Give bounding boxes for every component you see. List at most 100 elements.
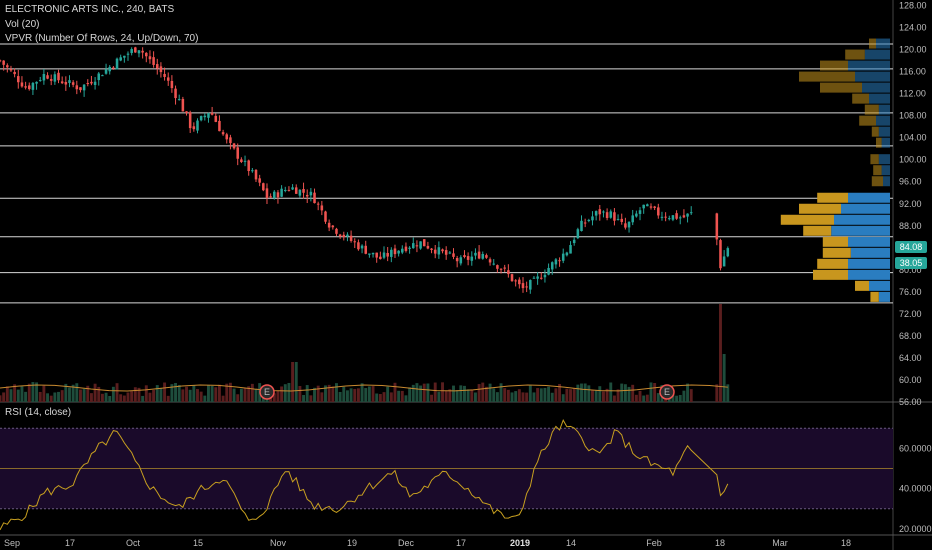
price-tick-label: 80.00	[899, 265, 922, 275]
candle-body	[620, 218, 624, 222]
volume-bar	[569, 389, 572, 402]
volume-bar	[623, 384, 627, 402]
volume-bar	[656, 393, 660, 402]
volume-bar	[397, 390, 401, 402]
volume-bar	[499, 383, 503, 402]
volume-bar	[250, 383, 254, 402]
candle-body	[686, 213, 689, 217]
vpvr-up-bar	[834, 214, 890, 225]
candle-body	[357, 242, 360, 250]
candle-body	[518, 279, 521, 285]
candle-body	[441, 249, 444, 252]
volume-bar	[313, 387, 316, 402]
volume-bar	[57, 391, 60, 402]
candle-body	[616, 218, 620, 220]
volume-legend[interactable]: Vol (20)	[5, 19, 40, 30]
candle-body	[291, 187, 294, 190]
symbol-legend[interactable]: ELECTRONIC ARTS INC., 240, BATS	[5, 4, 175, 15]
candle-body	[477, 251, 481, 259]
volume-bar	[393, 382, 397, 402]
candle-body	[240, 159, 243, 163]
vpvr-down-bar	[817, 258, 848, 269]
volume-bar	[141, 395, 145, 402]
volume-bar	[272, 393, 276, 402]
candle-body	[236, 147, 239, 159]
volume-bar	[283, 384, 287, 402]
volume-bar	[638, 390, 642, 402]
candle-body	[660, 216, 664, 218]
volume-bar	[82, 388, 86, 402]
candle-body	[726, 248, 730, 257]
volume-bar	[104, 392, 108, 402]
volume-bar	[2, 392, 6, 402]
volume-bar	[627, 386, 631, 402]
volume-bar	[174, 383, 178, 402]
volume-bar	[89, 393, 93, 402]
volume-bar	[634, 394, 638, 402]
candle-body	[642, 204, 645, 209]
volume-bar	[152, 389, 156, 402]
vpvr-legend[interactable]: VPVR (Number Of Rows, 24, Up/Down, 70)	[5, 33, 199, 44]
volume-bar	[111, 386, 115, 402]
price-tick-label: 96.00	[899, 177, 922, 187]
time-tick-label: Dec	[398, 538, 415, 548]
volume-bar	[459, 385, 463, 402]
rsi-line	[0, 419, 729, 531]
volume-bar	[133, 387, 137, 402]
time-tick-label: Nov	[270, 538, 287, 548]
price-tick-label: 60.00	[899, 375, 922, 385]
volume-bar	[86, 385, 90, 402]
candle-body	[192, 126, 196, 130]
candle-body	[283, 190, 287, 192]
candle-body	[320, 205, 324, 211]
candle-body	[602, 211, 605, 213]
candle-body	[609, 211, 613, 218]
candle-body	[532, 277, 536, 279]
volume-bar	[320, 392, 324, 402]
volume-bar	[565, 388, 569, 402]
volume-bar	[316, 385, 320, 402]
candle-body	[496, 265, 499, 269]
volume-bar	[389, 392, 393, 402]
vpvr-down-bar	[813, 269, 848, 280]
volume-bar	[686, 383, 690, 402]
volume-bar	[547, 386, 551, 402]
candle-body	[225, 134, 229, 140]
price-tick-label: 56.00	[899, 397, 922, 407]
candle-body	[682, 215, 686, 218]
rsi-legend[interactable]: RSI (14, close)	[5, 407, 72, 418]
volume-ma-line	[0, 384, 728, 392]
candle-body	[481, 254, 485, 259]
earnings-marker-label: E	[264, 387, 270, 397]
time-tick-label: 19	[347, 538, 357, 548]
volume-bar	[612, 395, 616, 402]
volume-bar	[177, 384, 181, 402]
volume-bar	[382, 392, 386, 402]
candle-body	[134, 47, 137, 53]
volume-bar	[404, 395, 408, 402]
volume-bar	[342, 386, 346, 402]
volume-bar	[20, 386, 24, 402]
candle-body	[269, 196, 272, 198]
candle-body	[470, 256, 474, 261]
candle-body	[203, 115, 207, 118]
vpvr-up-bar	[850, 247, 890, 258]
volume-bar	[477, 384, 481, 402]
volume-bar	[525, 392, 529, 402]
volume-bar	[408, 387, 412, 402]
volume-bar	[353, 388, 357, 402]
candle-body	[558, 260, 561, 262]
candle-body	[338, 234, 342, 237]
candle-body	[280, 188, 283, 197]
volume-bar	[13, 384, 17, 402]
candle-body	[20, 82, 24, 87]
candle-body	[214, 115, 218, 122]
price-tick-label: 116.00	[899, 67, 926, 77]
candle-body	[126, 53, 130, 55]
volume-bar	[302, 395, 306, 402]
candle-body	[646, 204, 649, 207]
volume-bar	[422, 383, 426, 402]
vpvr-down-bar	[852, 93, 869, 104]
volume-bar	[364, 388, 368, 402]
